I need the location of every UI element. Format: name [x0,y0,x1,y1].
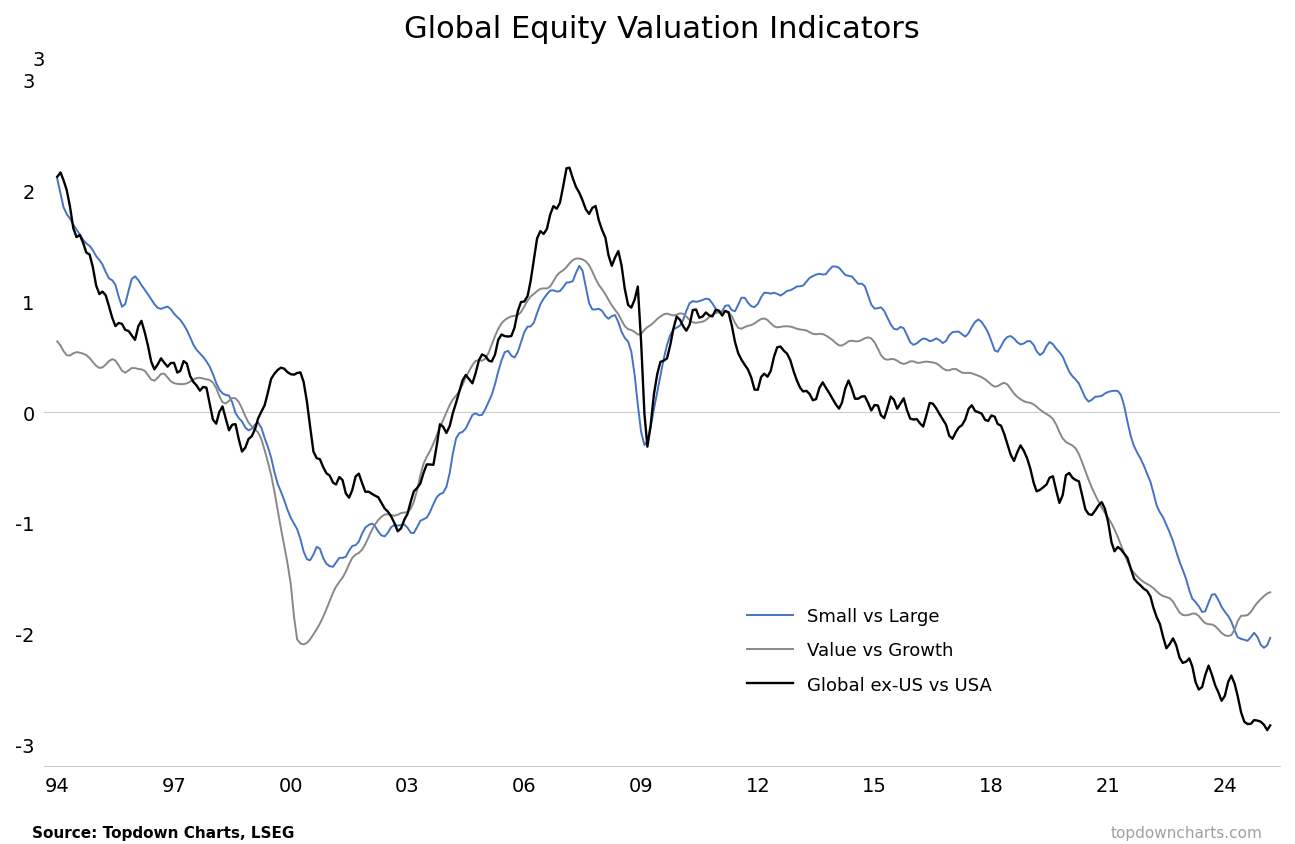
Line: Value vs Growth: Value vs Growth [57,259,1270,645]
Text: 3: 3 [32,51,45,69]
Text: topdowncharts.com: topdowncharts.com [1111,825,1263,840]
Title: Global Equity Valuation Indicators: Global Equity Valuation Indicators [404,15,919,44]
Text: Source: Topdown Charts, LSEG: Source: Topdown Charts, LSEG [32,825,295,840]
Legend: Small vs Large, Value vs Growth, Global ex-US vs USA: Small vs Large, Value vs Growth, Global … [741,600,1000,701]
Line: Global ex-US vs USA: Global ex-US vs USA [57,169,1270,730]
Line: Small vs Large: Small vs Large [57,180,1270,648]
